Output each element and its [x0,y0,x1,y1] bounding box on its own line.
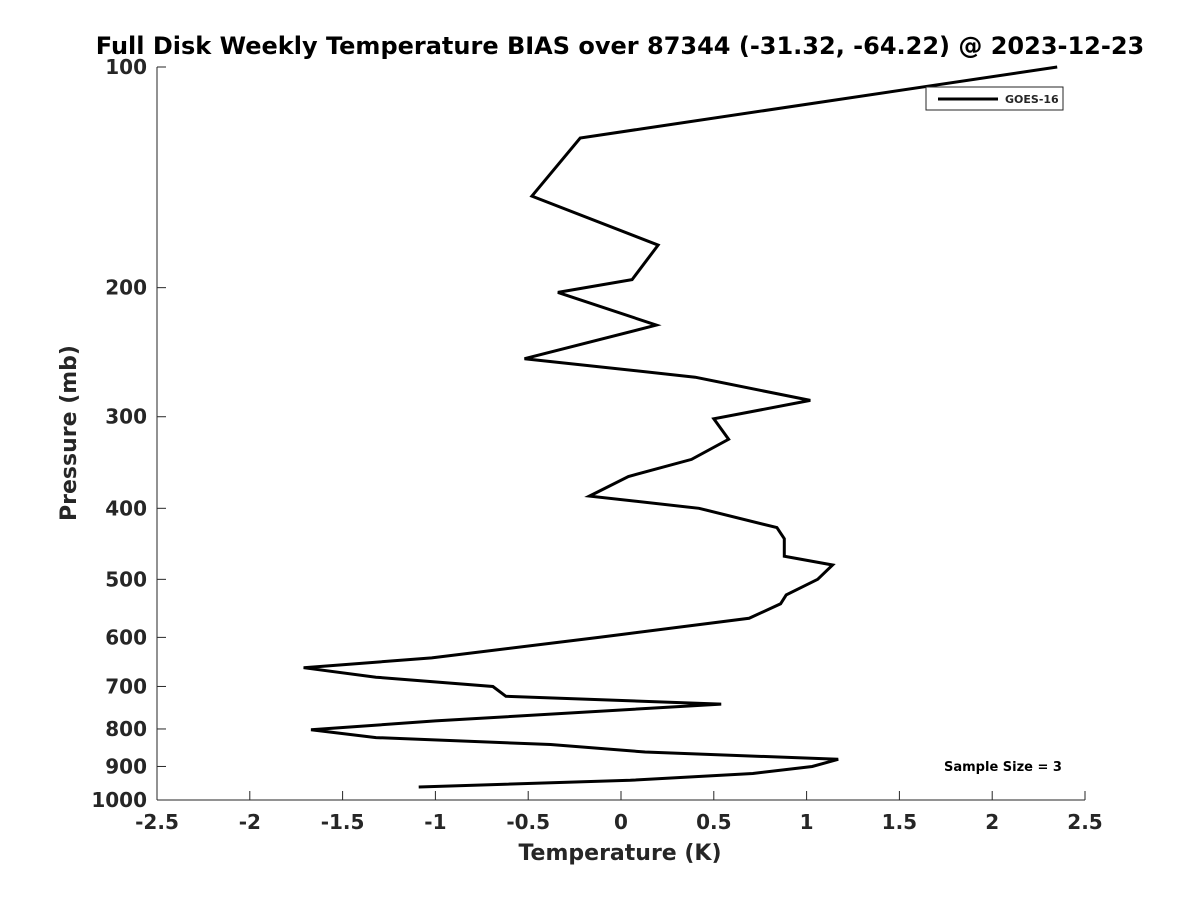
legend: GOES-16 [925,86,1064,111]
y-tick-label: 500 [105,567,147,591]
x-tick-label: -1 [424,810,446,834]
x-tick-label: 0.5 [696,810,731,834]
y-tick-label: 100 [105,55,147,79]
y-tick-label: 800 [105,717,147,741]
chart-title: Full Disk Weekly Temperature BIAS over 8… [96,32,1144,60]
y-tick-label: 200 [105,276,147,300]
x-tick-label: 1 [800,810,814,834]
y-tick-label: 700 [105,674,147,698]
y-tick-label: 600 [105,625,147,649]
x-axis-label: Temperature (K) [518,841,721,866]
y-tick-label: 900 [105,754,147,778]
legend-series-label: GOES-16 [1005,93,1059,106]
series-line-goes-16 [303,65,1058,789]
x-tick-label: -2 [239,810,261,834]
x-tick-label: 1.5 [882,810,917,834]
x-tick-label: -0.5 [506,810,550,834]
y-axis-label: Pressure (mb) [57,345,82,521]
x-tick-label: -1.5 [321,810,365,834]
x-tick-label: 2.5 [1067,810,1102,834]
y-tick-label: 1000 [91,788,147,812]
x-tick-label: 2 [985,810,999,834]
x-tick-label: -2.5 [135,810,179,834]
sample-size-annotation: Sample Size = 3 [944,760,1062,775]
x-tick-label: 0 [614,810,628,834]
y-tick-label: 400 [105,496,147,520]
plot-area: -2.5 -2 -1.5 -1 -0.5 0 0.5 1 1.5 2 2.5 100 200 300 400… [91,55,1102,834]
y-tick-label: 300 [105,405,147,429]
